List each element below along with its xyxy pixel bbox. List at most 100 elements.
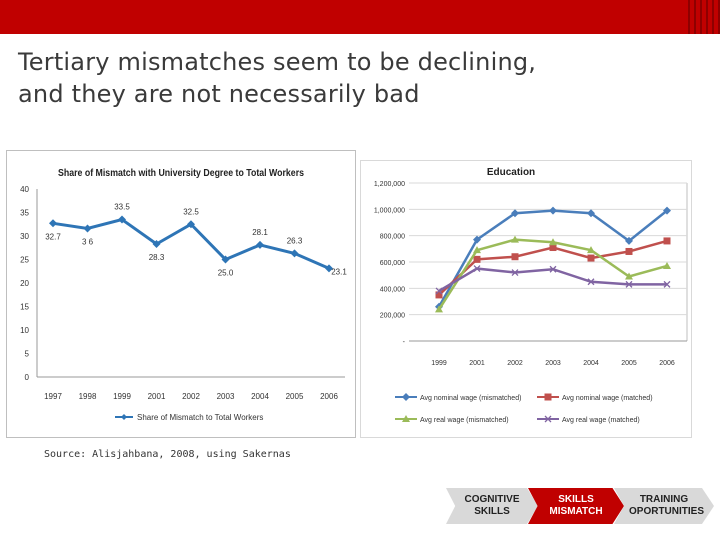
data-point — [663, 206, 671, 215]
x-tick-label: 1998 — [79, 392, 97, 401]
data-label: 26.3 — [287, 236, 303, 245]
x-tick-label: 2002 — [507, 360, 523, 367]
y-tick-label: 30 — [20, 232, 29, 241]
y-tick-label: 1,000,000 — [374, 207, 405, 214]
x-tick-label: 2003 — [217, 392, 235, 401]
legend-label: Avg real wage (matched) — [562, 417, 640, 424]
y-tick-label: 20 — [20, 279, 29, 288]
y-tick-label: 600,000 — [380, 260, 405, 267]
source-note: Source: Alisjahbana, 2008, using Sakerna… — [44, 449, 291, 460]
y-tick-label: 0 — [25, 373, 30, 382]
education-wage-chart: Education - 200,000 400,000 600,000 800,000 1,… — [374, 167, 688, 424]
slide-title: Tertiary mismatches seem to be declining… — [18, 46, 708, 110]
data-point — [663, 280, 671, 288]
data-point — [587, 209, 595, 218]
mismatch-share-chart-panel: Share of Mismatch with University Degree… — [6, 150, 356, 438]
flow-step-label: COGNITIVE SKILLS — [464, 494, 520, 517]
x-tick-label: 1999 — [113, 392, 131, 401]
chart-title: Share of Mismatch with University Degree… — [58, 168, 304, 179]
flow-step-label: SKILLS MISMATCH — [549, 494, 603, 517]
x-tick-label: 2006 — [320, 392, 338, 401]
x-tick-label: 2001 — [148, 392, 166, 401]
data-point — [435, 287, 443, 295]
y-tick-label: 800,000 — [380, 234, 405, 241]
data-point — [549, 244, 557, 252]
y-tick-label: 10 — [20, 326, 29, 335]
series-line — [437, 209, 668, 308]
data-point — [473, 265, 481, 273]
legend-label: Share of Mismatch to Total Workers — [137, 413, 263, 422]
data-point — [290, 249, 299, 258]
x-tick-label: 1997 — [44, 392, 62, 401]
x-tick-label: 1999 — [431, 360, 447, 367]
data-point — [625, 247, 633, 255]
data-point — [511, 235, 519, 243]
legend-marker — [402, 415, 410, 422]
flow-step-skills-mismatch: SKILLS MISMATCH — [528, 488, 624, 524]
x-tick-label: 2005 — [621, 360, 637, 367]
x-tick-label: 2004 — [251, 392, 269, 401]
y-tick-label: 1,200,000 — [374, 181, 405, 188]
data-point — [435, 291, 443, 299]
flow-step-label: TRAINING OPORTUNITIES — [629, 494, 705, 517]
data-label: 3 6 — [82, 237, 94, 246]
legend-marker — [544, 415, 552, 423]
data-point — [587, 254, 595, 262]
data-label: 28.3 — [149, 253, 165, 262]
data-point — [118, 215, 126, 224]
top-accent-bar — [0, 0, 720, 34]
data-label: 33.5 — [114, 203, 130, 212]
y-tick-label: 400,000 — [380, 286, 405, 293]
series-line — [438, 267, 667, 293]
data-point — [187, 220, 195, 229]
legend-label: Avg nominal wage (mismatched) — [420, 395, 521, 402]
data-point — [435, 305, 443, 313]
x-tick-label: 2006 — [659, 360, 675, 367]
title-line-1: Tertiary mismatches seem to be declining… — [18, 48, 537, 76]
data-point — [511, 209, 519, 218]
data-point — [511, 253, 519, 261]
data-point — [625, 272, 633, 280]
legend-marker — [402, 393, 410, 401]
data-label: 23.1 — [331, 267, 347, 276]
data-point — [473, 235, 481, 244]
legend-label: Avg nominal wage (matched) — [562, 395, 653, 402]
x-tick-label: 2004 — [583, 360, 599, 367]
data-label: 28.1 — [252, 228, 268, 237]
data-point — [549, 206, 557, 215]
data-label: 32.7 — [45, 232, 61, 241]
y-tick-label: 15 — [20, 303, 29, 312]
y-tick-label: 5 — [25, 350, 30, 359]
education-wage-chart-panel: Education - 200,000 400,000 600,000 800,000 1,… — [360, 160, 692, 438]
data-label: 32.5 — [183, 207, 199, 216]
data-label: 25.0 — [218, 269, 234, 278]
y-tick-label: 40 — [20, 185, 29, 194]
x-tick-label: 2001 — [469, 360, 485, 367]
x-tick-label: 2002 — [182, 392, 200, 401]
flow-step-cognitive-skills: COGNITIVE SKILLS — [446, 488, 538, 524]
data-point — [663, 261, 671, 269]
flow-step-training-opportunities: TRAINING OPORTUNITIES — [614, 488, 714, 524]
data-point — [473, 255, 481, 263]
y-tick-label: 35 — [20, 209, 29, 218]
data-point — [152, 239, 161, 248]
legend-marker — [121, 414, 127, 420]
data-point — [587, 246, 595, 254]
data-point — [221, 255, 230, 264]
data-point — [625, 236, 633, 245]
y-tick-label: 25 — [20, 256, 29, 265]
data-point — [549, 265, 557, 273]
top-bar-stripes — [684, 0, 720, 34]
data-point — [325, 264, 333, 273]
data-point — [587, 278, 595, 286]
y-tick-label: - — [403, 339, 406, 346]
chart-title: Education — [487, 167, 535, 178]
data-point — [511, 269, 519, 276]
mismatch-share-chart: Share of Mismatch with University Degree… — [20, 168, 347, 422]
x-tick-label: 2003 — [545, 360, 561, 367]
legend-marker — [544, 393, 552, 401]
title-line-2: and they are not necessarily bad — [18, 80, 420, 108]
data-point — [256, 240, 264, 249]
data-point — [663, 237, 671, 245]
data-point — [549, 238, 557, 246]
